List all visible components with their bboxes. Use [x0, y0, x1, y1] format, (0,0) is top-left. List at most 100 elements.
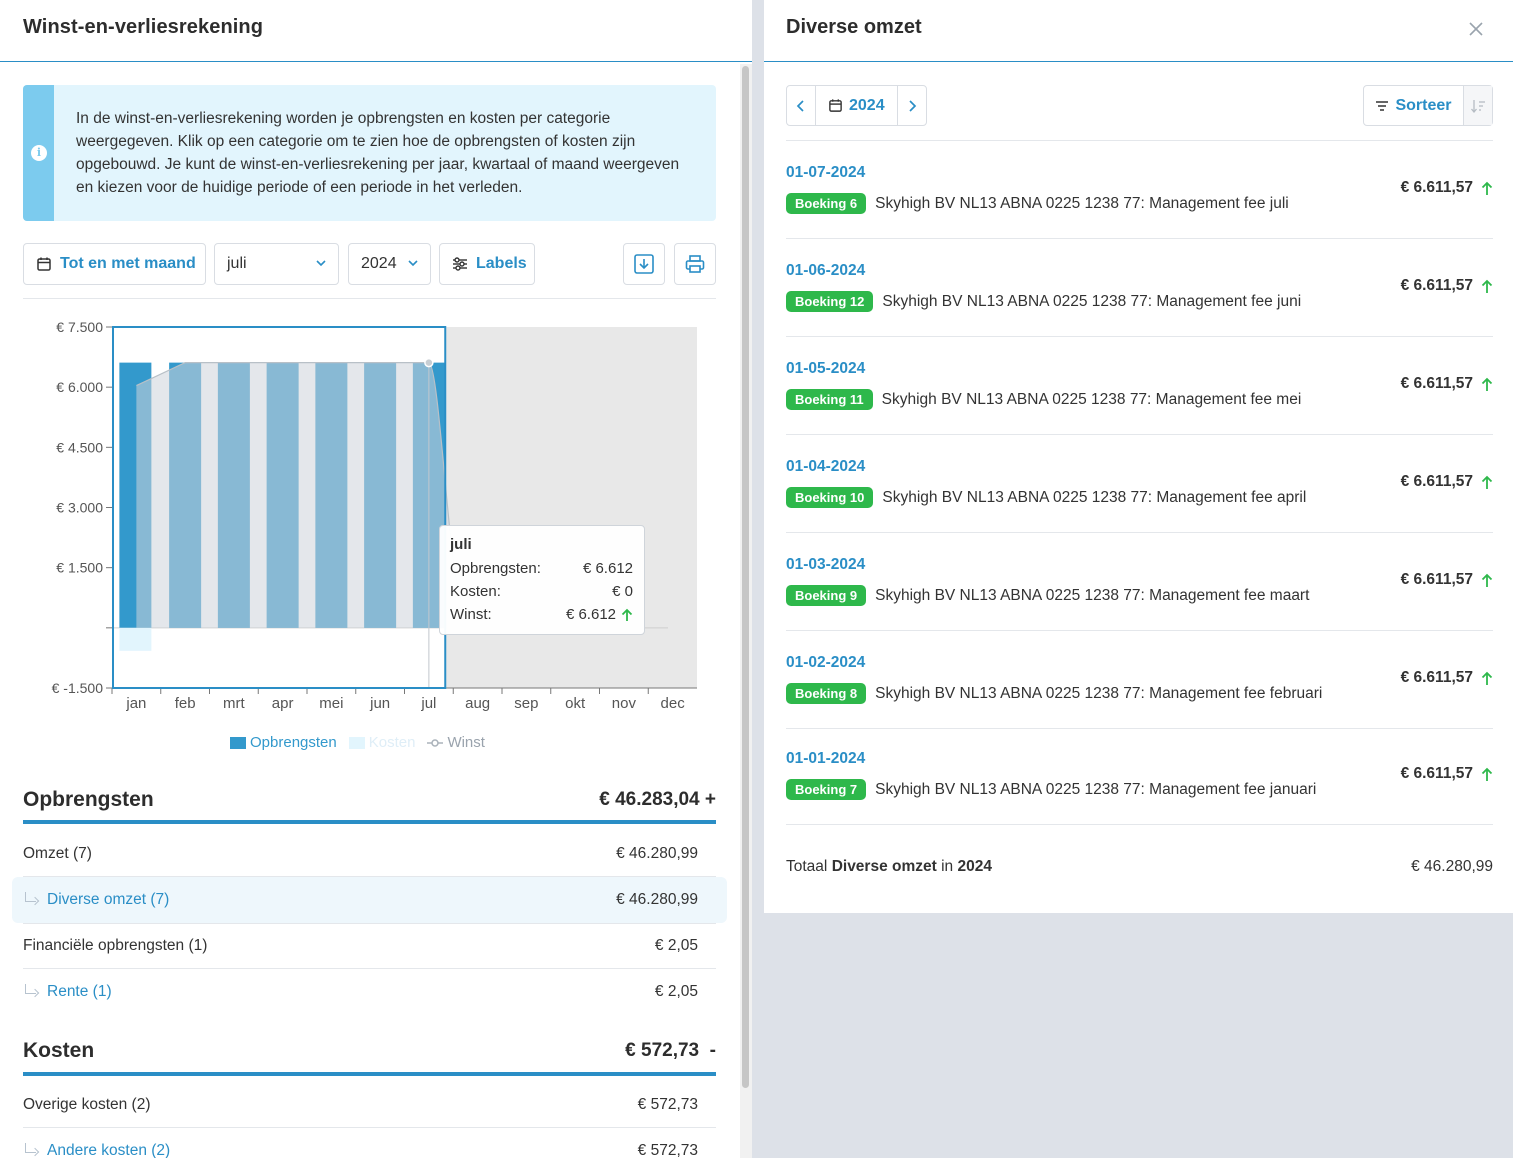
booking-badge[interactable]: Boeking 10	[786, 487, 874, 508]
row-label: Overige kosten (2)	[23, 1095, 151, 1113]
period-mode-button[interactable]: Tot en met maand	[23, 243, 206, 285]
bar-kosten	[119, 627, 152, 651]
arrow-up-icon	[621, 608, 633, 621]
toolbar-divider	[23, 298, 716, 299]
transaction-date[interactable]: 01-06-2024	[786, 262, 866, 279]
chevron-left-icon	[796, 99, 804, 112]
year-label: 2024	[849, 96, 885, 114]
year-select[interactable]: 2024	[348, 243, 431, 285]
close-button[interactable]	[1469, 16, 1483, 45]
transaction-item[interactable]: 01-02-2024 Boeking 8 Skyhigh BV NL13 ABN…	[786, 631, 1493, 729]
chart-y-axis: € 7.500 € 6.000 € 4.500 € 3.000 € 1.500 € -1.…	[52, 319, 668, 696]
transaction-line: Boeking 6 Skyhigh BV NL13 ABNA 0225 1238…	[786, 193, 1289, 214]
row-label: Omzet (7)	[23, 844, 92, 862]
next-year-button[interactable]	[898, 86, 926, 125]
opbrengsten-total: € 46.283,04 +	[599, 789, 716, 810]
booking-badge[interactable]: Boeking 9	[786, 585, 867, 606]
booking-badge[interactable]: Boeking 12	[786, 291, 874, 312]
sort-label: Sorteer	[1395, 96, 1452, 114]
legend-item-winst[interactable]: Winst	[427, 734, 485, 751]
y-tick-label: € 1.500	[56, 560, 103, 576]
legend-swatch	[348, 736, 365, 749]
pnl-row-financiele-opbrengsten[interactable]: Financiële opbrengsten (1) € 2,05	[23, 923, 716, 969]
transaction-item[interactable]: 01-07-2024 Boeking 6 Skyhigh BV NL13 ABN…	[786, 141, 1493, 239]
amount-value: € 6.611,57	[1400, 669, 1473, 686]
legend-label: Opbrengsten	[250, 734, 337, 751]
transaction-amount: € 6.611,57	[1401, 179, 1493, 197]
opbrengsten-title: Opbrengsten	[23, 788, 154, 811]
legend-label: Winst	[447, 734, 485, 751]
transaction-date[interactable]: 01-01-2024	[786, 750, 866, 767]
section-divider	[23, 1072, 716, 1076]
y-tick-label: € 4.500	[56, 439, 103, 455]
y-tick-label: € 6.000	[56, 379, 103, 395]
print-button[interactable]	[674, 243, 716, 285]
filter-icon	[1376, 100, 1389, 111]
transaction-description: Skyhigh BV NL13 ABNA 0225 1238 77: Manag…	[875, 684, 1323, 702]
arrow-up-icon	[1481, 279, 1493, 293]
transaction-item[interactable]: 01-04-2024 Boeking 10 Skyhigh BV NL13 AB…	[786, 435, 1493, 533]
row-label: Rente (1)	[23, 983, 112, 1001]
transaction-item[interactable]: 01-03-2024 Boeking 9 Skyhigh BV NL13 ABN…	[786, 533, 1493, 631]
pnl-row-rente[interactable]: Rente (1) € 2,05	[23, 969, 716, 1015]
x-tick-label: jun	[369, 695, 390, 712]
amount-value: € 6.611,57	[1400, 571, 1473, 588]
total-label: Totaal Diverse omzet in 2024	[786, 858, 992, 876]
prev-year-button[interactable]	[787, 86, 815, 125]
transaction-amount: € 6.611,57	[1401, 669, 1493, 687]
booking-badge[interactable]: Boeking 7	[786, 779, 867, 800]
row-value: € 572,73	[637, 1095, 698, 1113]
transaction-item[interactable]: 01-06-2024 Boeking 12 Skyhigh BV NL13 AB…	[786, 239, 1493, 337]
pnl-row-omzet[interactable]: Omzet (7) € 46.280,99	[23, 831, 716, 877]
year-picker-button[interactable]: 2024	[815, 86, 898, 125]
x-tick-label: sep	[514, 695, 538, 712]
legend-item-kosten[interactable]: Kosten	[348, 734, 415, 751]
chart-tooltip: juli Opbrengsten: € 6.612 Kosten: € 0 Wi…	[439, 525, 645, 635]
transaction-line: Boeking 12 Skyhigh BV NL13 ABNA 0225 123…	[786, 291, 1301, 312]
transaction-date[interactable]: 01-02-2024	[786, 654, 866, 671]
transaction-item[interactable]: 01-05-2024 Boeking 11 Skyhigh BV NL13 AB…	[786, 337, 1493, 435]
tooltip-value-wrap: € 6.612	[566, 603, 633, 626]
sort-direction-button[interactable]	[1464, 86, 1492, 125]
detail-title: Diverse omzet	[786, 16, 922, 38]
booking-badge[interactable]: Boeking 11	[786, 389, 873, 410]
booking-badge[interactable]: Boeking 8	[786, 683, 867, 704]
month-select[interactable]: juli	[214, 243, 339, 285]
arrow-up-icon	[1481, 377, 1493, 391]
x-tick-label: aug	[465, 695, 490, 712]
amount-value: € 6.611,57	[1400, 277, 1473, 294]
transaction-amount: € 6.611,57	[1401, 473, 1493, 491]
labels-button[interactable]: Labels	[439, 243, 535, 285]
legend-item-opbrengsten[interactable]: Opbrengsten	[230, 734, 337, 751]
winst-area	[136, 362, 459, 628]
total-row: Totaal Diverse omzet in 2024 € 46.280,99	[786, 858, 1493, 876]
transaction-date[interactable]: 01-05-2024	[786, 360, 866, 377]
tooltip-row: Kosten: € 0	[450, 580, 634, 603]
pnl-row-andere-kosten[interactable]: Andere kosten (2) € 572,73	[23, 1128, 716, 1158]
transaction-date[interactable]: 01-07-2024	[786, 164, 866, 181]
arrow-up-icon	[1481, 671, 1493, 685]
row-label: Andere kosten (2)	[23, 1142, 170, 1158]
transaction-date[interactable]: 01-04-2024	[786, 458, 866, 475]
download-button[interactable]	[623, 243, 665, 285]
chart-winst-line	[136, 357, 460, 688]
info-bar: i	[23, 85, 54, 221]
info-text: In de winst-en-verliesrekening worden je…	[76, 110, 680, 196]
x-tick-label: dec	[661, 695, 686, 712]
x-tick-label: jan	[125, 695, 146, 712]
pnl-row-diverse-omzet[interactable]: Diverse omzet (7) € 46.280,99	[12, 877, 727, 923]
pnl-chart[interactable]: € 7.500 € 6.000 € 4.500 € 3.000 € 1.500 € -1.…	[23, 310, 713, 720]
scrollbar[interactable]	[740, 64, 752, 1158]
info-box: i In de winst-en-verliesrekening worden …	[23, 85, 716, 221]
transaction-line: Boeking 11 Skyhigh BV NL13 ABNA 0225 123…	[786, 389, 1301, 410]
booking-badge[interactable]: Boeking 6	[786, 193, 867, 214]
year-select-value: 2024	[361, 255, 397, 272]
scrollbar-thumb[interactable]	[742, 66, 749, 1088]
sort-button[interactable]: Sorteer	[1364, 86, 1464, 125]
transaction-date[interactable]: 01-03-2024	[786, 556, 866, 573]
pnl-row-overige-kosten[interactable]: Overige kosten (2) € 572,73	[23, 1082, 716, 1128]
transaction-item[interactable]: 01-01-2024 Boeking 7 Skyhigh BV NL13 ABN…	[786, 727, 1493, 825]
tooltip-value: € 6.612	[582, 560, 633, 577]
transaction-description: Skyhigh BV NL13 ABNA 0225 1238 77: Manag…	[875, 780, 1317, 798]
transaction-line: Boeking 10 Skyhigh BV NL13 ABNA 0225 123…	[786, 487, 1306, 508]
